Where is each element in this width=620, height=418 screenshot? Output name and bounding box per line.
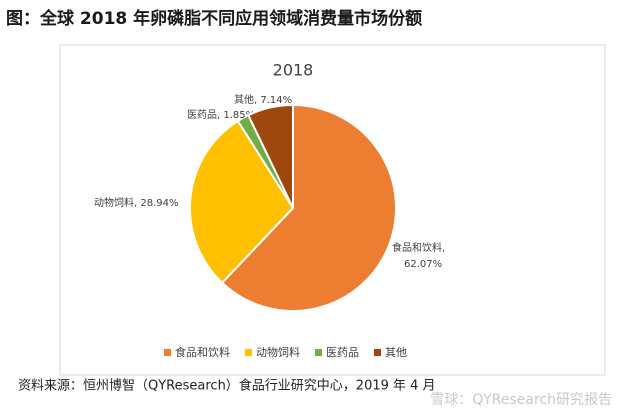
data-label: 动物饲料, 28.94%	[94, 196, 179, 209]
pie-slice	[189, 119, 295, 285]
legend-swatch	[374, 349, 381, 356]
legend-label: 其他	[385, 346, 407, 359]
chart-title: 2018	[273, 61, 314, 80]
legend-swatch	[315, 349, 322, 356]
legend-label: 食品和饮料	[175, 345, 230, 359]
legend-swatch	[164, 349, 171, 356]
pie-slice	[246, 103, 294, 209]
data-label: 食品和饮料, 62.07%	[392, 241, 445, 270]
legend-label: 医药品	[326, 346, 359, 359]
legend-swatch	[245, 349, 252, 356]
watermark: 雪球：QYResearch研究报告	[430, 392, 612, 408]
data-label: 医药品, 1.85%	[187, 109, 255, 121]
pie-slice	[220, 103, 397, 312]
source: 资料来源：恒州博智（QYResearch）食品行业研究中心，2019 年 4 月	[18, 378, 436, 394]
data-label: 其他, 7.14%	[234, 93, 292, 106]
figure-title: 图：全球 2018 年卵磷脂不同应用领域消费量市场份额	[6, 8, 422, 29]
legend-label: 动物饲料	[256, 345, 300, 359]
